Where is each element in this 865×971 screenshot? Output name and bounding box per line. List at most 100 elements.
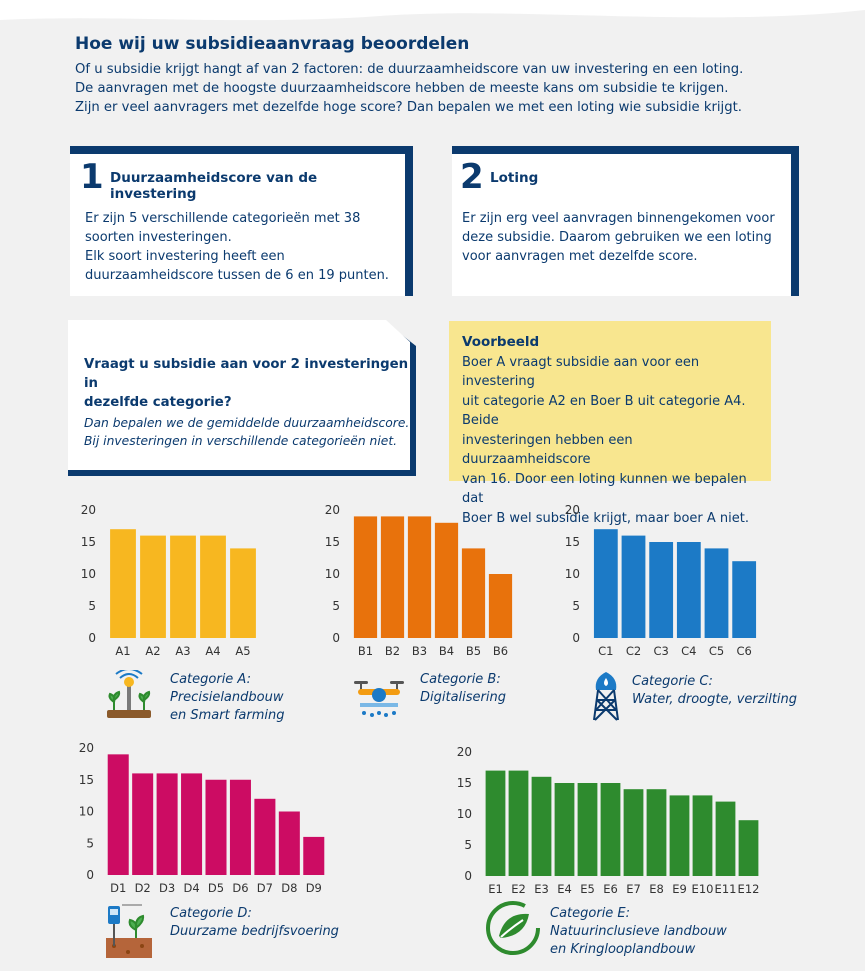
- x-tick-label-d7: D7: [257, 881, 273, 895]
- caption-line: Precisielandbouw: [170, 690, 284, 705]
- x-tick-label-e3: E3: [534, 882, 549, 896]
- caption-line: Categorie B:: [420, 672, 501, 687]
- bar-a5: [230, 548, 256, 638]
- y-tick-label-c: 20: [565, 503, 580, 517]
- bar-e5: [577, 783, 598, 876]
- y-tick-label-d: 5: [86, 836, 94, 850]
- bar-e4: [554, 783, 575, 876]
- y-tick-label-c: 0: [572, 631, 580, 645]
- y-tick-label-e: 0: [464, 869, 472, 883]
- x-tick-label-e1: E1: [488, 882, 503, 896]
- y-tick-label-a: 10: [81, 567, 96, 581]
- caption-category-b: Categorie B: Digitalisering: [420, 671, 506, 707]
- x-tick-label-c4: C4: [681, 644, 696, 658]
- x-tick-label-d6: D6: [232, 881, 248, 895]
- bar-d6: [229, 779, 251, 875]
- bar-e12: [738, 820, 759, 876]
- bar-c4: [676, 542, 701, 638]
- x-tick-label-b2: B2: [385, 644, 400, 658]
- y-tick-label-e: 20: [457, 745, 472, 759]
- y-tick-label-e: 5: [464, 838, 472, 852]
- y-tick-label-a: 5: [88, 599, 96, 613]
- caption-line: Natuurinclusieve landbouw: [550, 924, 727, 939]
- bar-a3: [170, 535, 196, 638]
- bar-c6: [732, 561, 757, 638]
- example-line: Boer B wel subsidie krijgt, maar boer A …: [462, 510, 749, 526]
- y-tick-label-b: 10: [325, 567, 340, 581]
- soil-sensor-icon: [106, 904, 152, 958]
- factor-2-number: 2: [460, 157, 484, 197]
- y-tick-label-a: 15: [81, 535, 96, 549]
- y-tick-label-b: 20: [325, 503, 340, 517]
- bar-d3: [156, 773, 178, 875]
- bar-b1: [353, 516, 378, 638]
- x-tick-label-a5: A5: [235, 644, 250, 658]
- circular-leaf-icon: [486, 901, 540, 955]
- x-tick-label-a3: A3: [175, 644, 190, 658]
- x-tick-label-e11: E11: [715, 882, 737, 896]
- drone-icon: [354, 681, 404, 717]
- bar-a1: [110, 529, 136, 638]
- bar-e7: [623, 789, 644, 876]
- factor-2-body-line: voor aanvragen met dezelfde score.: [462, 249, 698, 264]
- question-card: Vraagt u subsidie aan voor 2 investering…: [84, 355, 414, 450]
- y-tick-label-c: 5: [572, 599, 580, 613]
- question-body: Dan bepalen we de gemiddelde duurzaamhei…: [84, 414, 414, 450]
- x-tick-label-e8: E8: [649, 882, 664, 896]
- factor-1-number: 1: [80, 157, 104, 197]
- y-tick-label-d: 10: [79, 805, 94, 819]
- caption-category-d: Categorie D: Duurzame bedrijfsvoering: [170, 905, 339, 941]
- bar-c5: [704, 548, 729, 638]
- caption-line: en Kringlooplandbouw: [550, 942, 696, 957]
- intro-section: Hoe wij uw subsidieaanvraag beoordelen O…: [75, 34, 795, 117]
- factor-2-body-line: deze subsidie. Daarom gebruiken we een l…: [462, 230, 772, 245]
- bar-d4: [181, 773, 203, 875]
- x-tick-label-a2: A2: [145, 644, 160, 658]
- y-tick-label-b: 0: [332, 631, 340, 645]
- bar-d2: [132, 773, 154, 875]
- x-tick-label-a4: A4: [205, 644, 220, 658]
- x-tick-label-e12: E12: [738, 882, 760, 896]
- caption-line: Duurzame bedrijfsvoering: [170, 924, 339, 939]
- x-tick-label-b1: B1: [358, 644, 373, 658]
- example-box: Voorbeeld Boer A vraagt subsidie aan voo…: [449, 321, 771, 526]
- factor-1-card: 1 Duurzaamheidscore van de investering E…: [70, 146, 413, 296]
- example-title: Voorbeeld: [462, 334, 540, 350]
- bar-d8: [278, 811, 300, 875]
- y-tick-label-e: 10: [457, 807, 472, 821]
- caption-category-a: Categorie A: Precisielandbouw en Smart f…: [170, 671, 284, 725]
- x-tick-label-d2: D2: [135, 881, 151, 895]
- bar-d7: [254, 798, 276, 875]
- x-tick-label-c3: C3: [653, 644, 668, 658]
- bar-b4: [434, 522, 459, 638]
- smart-farming-icon: [107, 670, 151, 718]
- caption-category-c: Categorie C: Water, droogte, verzilting: [632, 673, 797, 709]
- bar-b6: [488, 574, 513, 638]
- bar-d1: [107, 754, 129, 875]
- y-tick-label-d: 15: [79, 773, 94, 787]
- caption-line: Digitalisering: [420, 690, 506, 705]
- factor-1-title: Duurzaamheidscore van de investering: [110, 170, 318, 202]
- x-tick-label-b5: B5: [466, 644, 481, 658]
- bar-d5: [205, 779, 227, 875]
- caption-line: Categorie E:: [550, 906, 631, 921]
- x-tick-label-e7: E7: [626, 882, 641, 896]
- bar-e3: [531, 776, 552, 876]
- caption-line: Categorie C:: [632, 674, 713, 689]
- caption-line: Categorie D:: [170, 906, 252, 921]
- x-tick-label-e10: E10: [692, 882, 714, 896]
- x-tick-label-b4: B4: [439, 644, 454, 658]
- bar-b5: [461, 548, 486, 638]
- bar-e10: [692, 795, 713, 876]
- question-body-line: Dan bepalen we de gemiddelde duurzaamhei…: [84, 416, 410, 430]
- y-tick-label-d: 0: [86, 868, 94, 882]
- factor-1-body: Er zijn 5 verschillende categorieën met …: [85, 209, 389, 285]
- intro-line-2: De aanvragen met de hoogste duurzaamheid…: [75, 81, 729, 96]
- x-tick-label-e6: E6: [603, 882, 618, 896]
- question-card-shape: [68, 320, 416, 476]
- question-body-line: Bij investeringen in verschillende categ…: [84, 434, 398, 448]
- bar-a4: [200, 535, 226, 638]
- intro-line-1: Of u subsidie krijgt hangt af van 2 fact…: [75, 62, 744, 77]
- caption-line: Categorie A:: [170, 672, 251, 687]
